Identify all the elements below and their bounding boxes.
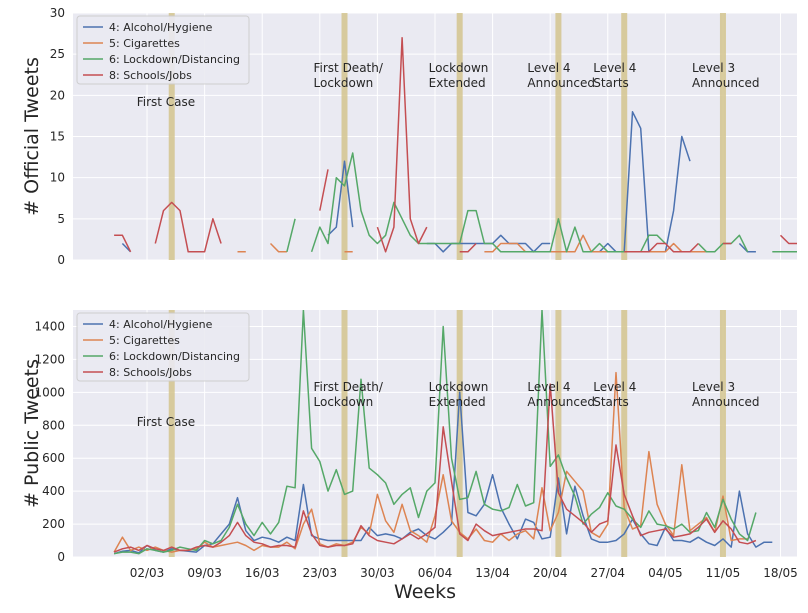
event-band <box>719 13 726 260</box>
event-band <box>456 310 463 557</box>
legend-entry: 4: Alcohol/Hygiene <box>109 318 213 331</box>
event-annotation: First Death/ <box>314 61 384 75</box>
event-band <box>555 310 562 557</box>
series-line <box>113 310 757 555</box>
y-tick-label: 0 <box>57 253 65 267</box>
y-tick-label: 1200 <box>34 352 65 366</box>
x-tick-label: 20/04 <box>533 566 568 580</box>
event-annotation: Level 4 <box>593 380 636 394</box>
x-tick-label: 06/04 <box>418 566 453 580</box>
legend-entry: 5: Cigarettes <box>109 334 180 347</box>
event-annotation: Lockdown <box>429 61 489 75</box>
event-annotation: First Case <box>137 95 195 109</box>
legend-entry: 8: Schools/Jobs <box>109 69 192 82</box>
event-band <box>719 310 726 557</box>
event-annotation: Announced <box>527 395 595 409</box>
event-band <box>168 13 175 260</box>
legend-entry: 8: Schools/Jobs <box>109 366 192 379</box>
legend: 4: Alcohol/Hygiene 5: Cigarettes 6: Lockdo… <box>76 312 250 382</box>
event-band <box>341 310 348 557</box>
series-line <box>113 383 757 553</box>
legend-entry: 4: Alcohol/Hygiene <box>109 21 213 34</box>
event-band <box>555 13 562 260</box>
event-annotation: Starts <box>593 76 629 90</box>
x-tick-label: 18/05 <box>763 566 798 580</box>
event-annotation: Lockdown <box>429 380 489 394</box>
y-tick-label: 20 <box>50 88 65 102</box>
event-band <box>341 13 348 260</box>
x-tick-label: 04/05 <box>648 566 683 580</box>
y-tick-label: 10 <box>50 171 65 185</box>
x-tick-label: 27/04 <box>590 566 625 580</box>
series-line <box>237 234 707 253</box>
event-band <box>456 13 463 260</box>
legend-entry: 6: Lockdown/Distancing <box>109 53 240 66</box>
y-tick-label: 400 <box>42 484 65 498</box>
event-annotation: Lockdown <box>314 395 374 409</box>
event-band <box>621 13 628 260</box>
event-annotation: First Death/ <box>314 380 384 394</box>
y-tick-label: 1400 <box>34 319 65 333</box>
y-axis-label: # Official Tweets <box>21 57 43 216</box>
event-annotation: Level 4 <box>527 380 570 394</box>
y-tick-label: 800 <box>42 418 65 432</box>
x-tick-label: 11/05 <box>706 566 741 580</box>
event-annotation: Level 3 <box>692 380 735 394</box>
event-annotation: Announced <box>692 76 760 90</box>
event-annotation: First Case <box>137 415 195 429</box>
legend-box <box>76 15 250 85</box>
event-band <box>621 310 628 557</box>
x-tick-label: 23/03 <box>303 566 338 580</box>
event-annotation: Announced <box>692 395 760 409</box>
y-tick-label: 0 <box>57 550 65 564</box>
event-annotation: Extended <box>429 395 486 409</box>
legend: 4: Alcohol/Hygiene 5: Cigarettes 6: Lockdo… <box>76 15 250 85</box>
event-annotation: Level 4 <box>527 61 570 75</box>
x-tick-label: 13/04 <box>475 566 510 580</box>
y-tick-label: 15 <box>50 130 65 144</box>
event-annotation: Announced <box>527 76 595 90</box>
y-tick-label: 200 <box>42 517 65 531</box>
series-line <box>114 36 797 253</box>
x-tick-label: 09/03 <box>187 566 222 580</box>
x-axis-label: Weeks <box>394 581 456 603</box>
series-group <box>114 36 797 253</box>
y-tick-label: 30 <box>50 6 65 20</box>
y-tick-label: 5 <box>57 212 65 226</box>
y-axis-label: # Public Tweets <box>21 359 43 508</box>
y-tick-label: 600 <box>42 451 65 465</box>
series-group <box>113 310 773 555</box>
event-annotation: Starts <box>593 395 629 409</box>
x-tick-label: 02/03 <box>130 566 165 580</box>
series-line <box>113 371 748 553</box>
official-tweets-panel: 0 5 10 15 20 25 30 First Case First Death/Lockdo… <box>21 6 797 267</box>
public-tweets-panel: 0 200 400 600 800 1000 1200 1400 First Case First… <box>21 310 798 580</box>
y-tick-label: 25 <box>50 47 65 61</box>
series-line <box>113 391 773 555</box>
y-tick-label: 1000 <box>34 385 65 399</box>
x-tick-label: 30/03 <box>360 566 395 580</box>
event-annotation: Level 3 <box>692 61 735 75</box>
event-band <box>168 310 175 557</box>
event-annotation: Extended <box>429 76 486 90</box>
event-annotation: Level 4 <box>593 61 636 75</box>
x-tick-label: 16/03 <box>245 566 280 580</box>
event-annotation: Lockdown <box>314 76 374 90</box>
legend-box <box>76 312 250 382</box>
legend-entry: 5: Cigarettes <box>109 37 180 50</box>
legend-entry: 6: Lockdown/Distancing <box>109 350 240 363</box>
